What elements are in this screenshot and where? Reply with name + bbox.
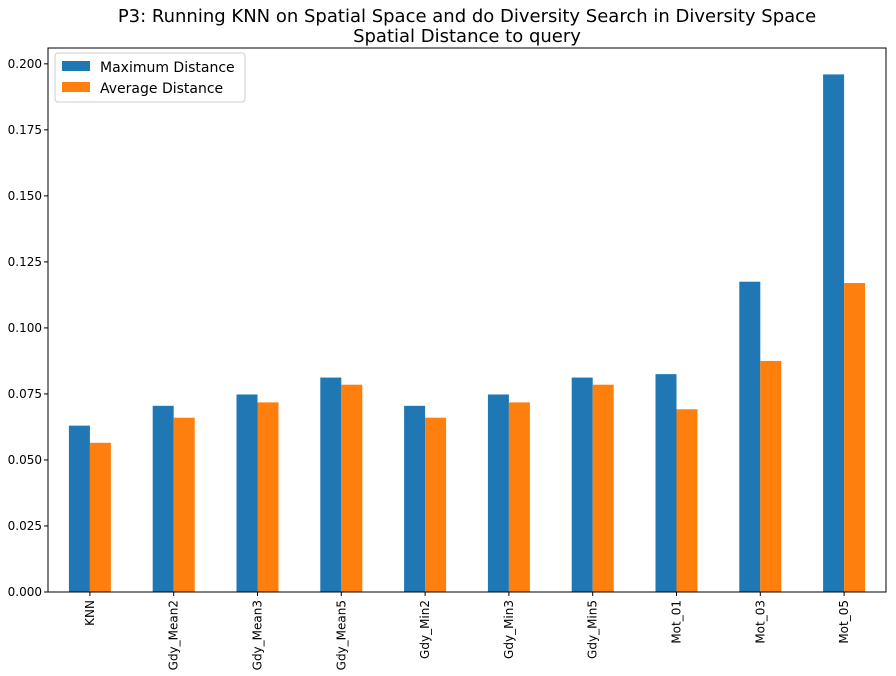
bar-maximum-gdy-min2 <box>404 405 426 592</box>
bar-maximum-mot-05 <box>823 74 845 592</box>
bar-average-gdy-min3 <box>508 402 530 592</box>
x-tick-label: Gdy_Min2 <box>418 600 432 659</box>
chart-title: P3: Running KNN on Spatial Space and do … <box>118 6 816 27</box>
bar-average-knn <box>89 442 111 592</box>
x-tick-label: Gdy_Min3 <box>502 600 516 659</box>
legend-swatch-average <box>62 82 90 92</box>
legend-label-maximum: Maximum Distance <box>100 60 235 76</box>
x-tick-label: Gdy_Mean2 <box>167 600 181 670</box>
bar-average-gdy-mean5 <box>341 384 363 592</box>
y-tick-label: 0.050 <box>8 453 42 467</box>
bar-average-gdy-min5 <box>592 384 614 592</box>
bar-maximum-mot-01 <box>655 374 677 592</box>
chart-subtitle: Spatial Distance to query <box>353 26 581 47</box>
x-tick-label: Gdy_Mean3 <box>251 600 265 670</box>
x-tick-label: KNN <box>83 600 97 626</box>
bars-group <box>68 74 866 592</box>
bar-maximum-knn <box>68 425 90 592</box>
y-tick-label: 0.125 <box>8 255 42 269</box>
bar-maximum-gdy-mean3 <box>236 394 258 592</box>
bar-maximum-gdy-mean5 <box>320 377 342 592</box>
y-tick-label: 0.175 <box>8 123 42 137</box>
y-tick-label: 0.025 <box>8 519 42 533</box>
bar-maximum-gdy-min5 <box>571 377 593 592</box>
y-tick-label: 0.075 <box>8 387 42 401</box>
bar-average-gdy-mean3 <box>257 402 279 592</box>
x-tick-label: Mot_01 <box>670 600 684 644</box>
bar-maximum-gdy-mean2 <box>152 405 174 592</box>
x-tick-label: Mot_03 <box>753 600 767 644</box>
legend: Maximum Distance Average Distance <box>54 52 246 103</box>
y-tick-label: 0.000 <box>8 585 42 599</box>
bar-average-mot-01 <box>676 409 698 592</box>
bar-average-mot-03 <box>760 360 782 592</box>
y-tick-label: 0.150 <box>8 189 42 203</box>
bar-maximum-mot-03 <box>739 281 761 592</box>
bar-maximum-gdy-min3 <box>487 394 509 592</box>
y-axis: 0.000 0.025 0.050 0.075 0.100 0.125 0.150 0.175… <box>8 57 48 599</box>
x-axis: KNN Gdy_Mean2 Gdy_Mean3 Gdy_Mean5 Gdy_Min2 Gd… <box>83 592 851 670</box>
legend-label-average: Average Distance <box>100 81 223 97</box>
bar-average-gdy-mean2 <box>173 417 195 592</box>
x-tick-label: Mot_05 <box>837 600 851 644</box>
x-tick-label: Gdy_Min5 <box>586 600 600 659</box>
y-tick-label: 0.200 <box>8 57 42 71</box>
plot-frame <box>47 47 887 593</box>
legend-swatch-maximum <box>62 61 90 71</box>
y-tick-label: 0.100 <box>8 321 42 335</box>
legend-box <box>54 52 246 103</box>
bar-average-mot-05 <box>844 283 866 592</box>
x-tick-label: Gdy_Mean5 <box>334 600 348 670</box>
bar-average-gdy-min2 <box>425 417 447 592</box>
